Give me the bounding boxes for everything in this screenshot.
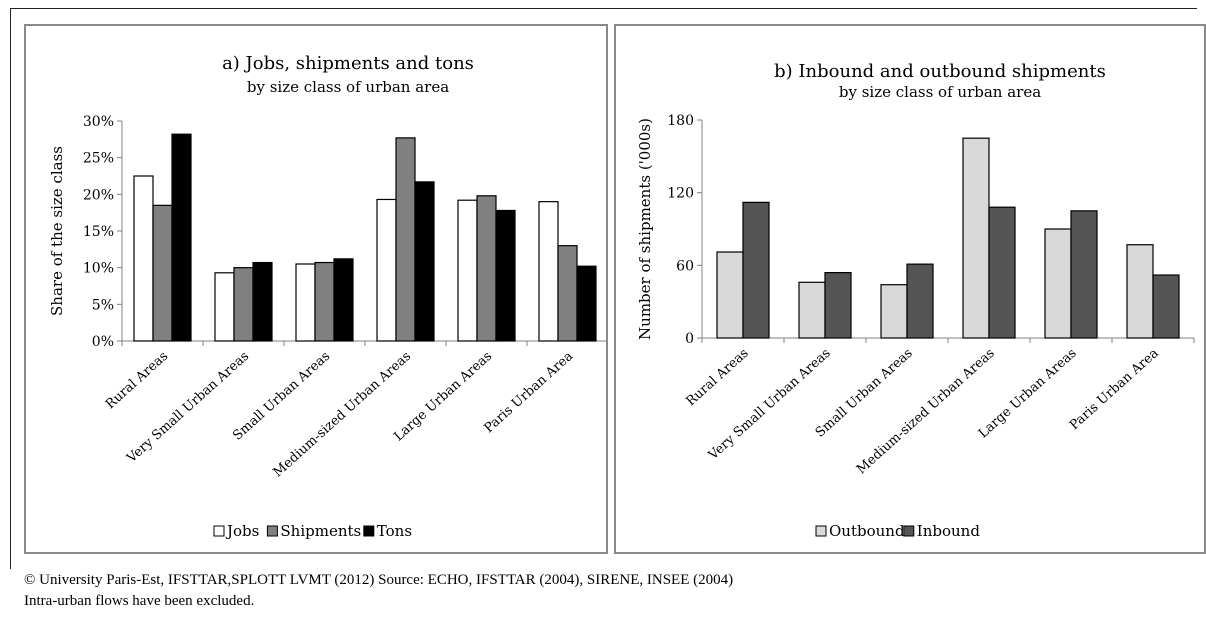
chart-a-legend-label-jobs: Jobs — [225, 522, 259, 540]
chart-panel-a: a) Jobs, shipments and tons by size class… — [24, 24, 609, 554]
figure-frame — [10, 8, 1197, 569]
chart-b-bar-inbound — [742, 201, 770, 339]
chart-a-legend-label-tons: Tons — [377, 522, 412, 540]
chart-a-bar-jobs — [295, 263, 316, 342]
chart-a-bar-jobs — [538, 201, 559, 342]
chart-b-y-tick-label: 0 — [685, 331, 694, 347]
chart-a-bar-shipments — [395, 137, 416, 342]
chart-b-bar-inbound — [906, 263, 934, 339]
chart-a-bar-shipments — [233, 267, 254, 342]
footer-credit: © University Paris-Est, IFSTTAR,SPLOTT L… — [24, 572, 734, 588]
chart-b-legend-swatch-outbound — [815, 525, 827, 537]
chart-a-bar-jobs — [214, 272, 235, 342]
chart-a-x-tick-label: Paris Urban Area — [482, 349, 577, 437]
chart-a-x-tick-label: Medium-sized Urban Areas — [270, 349, 414, 481]
chart-a-y-tick-label: 30% — [83, 114, 114, 130]
chart-a-legend-swatch-tons — [363, 525, 375, 537]
chart-b-bar-inbound — [1070, 210, 1098, 339]
chart-a-bar-tons — [414, 181, 435, 342]
chart-b-bar-inbound — [988, 206, 1016, 339]
chart-b-bar-outbound — [798, 281, 826, 339]
chart-a-svg: a) Jobs, shipments and tons by size class… — [48, 53, 609, 540]
chart-b-bar-outbound — [716, 251, 744, 339]
chart-b-x-tick-label: Rural Areas — [684, 346, 752, 409]
chart-b-bar-outbound — [962, 137, 990, 339]
footer-note: Intra-urban flows have been excluded. — [24, 593, 255, 609]
chart-a-legend-swatch-jobs — [213, 525, 225, 537]
chart-b-bar-inbound — [824, 272, 852, 339]
chart-a-y-tick-label: 10% — [83, 261, 114, 277]
chart-a-legend-swatch-shipments — [266, 525, 278, 537]
chart-a-y-tick-label: 5% — [92, 297, 114, 313]
chart-a-y-tick-label: 25% — [83, 151, 114, 167]
chart-a-subtitle: by size class of urban area — [247, 78, 449, 96]
chart-b-y-tick-label: 180 — [667, 113, 694, 129]
chart-b-y-tick-label: 120 — [667, 186, 694, 202]
chart-a-bar-tons — [576, 265, 597, 342]
chart-a-bar-jobs — [133, 175, 154, 342]
chart-a-bar-jobs — [457, 199, 478, 342]
chart-b-legend-swatch-inbound — [903, 525, 915, 537]
chart-a-bar-shipments — [476, 195, 497, 342]
chart-b-bar-outbound — [1126, 244, 1154, 339]
chart-a-bar-tons — [495, 209, 516, 342]
chart-a-bar-shipments — [557, 245, 578, 342]
chart-a-y-tick-label: 0% — [92, 334, 114, 350]
chart-a-bar-jobs — [376, 198, 397, 342]
chart-panel-b: b) Inbound and outbound shipments by size… — [614, 24, 1206, 554]
chart-b-y-axis-label: Number of shipments ('000s) — [636, 118, 654, 340]
chart-a-bar-tons — [171, 133, 192, 342]
chart-b-bar-outbound — [880, 284, 908, 339]
chart-a-x-tick-label: Rural Areas — [103, 349, 171, 412]
chart-b-x-tick-label: Paris Urban Area — [1067, 346, 1162, 434]
chart-a-title: a) Jobs, shipments and tons — [222, 53, 474, 74]
chart-b-bar-inbound — [1152, 274, 1180, 339]
chart-b-legend-label-inbound: Inbound — [917, 522, 981, 540]
chart-a-bar-shipments — [152, 204, 173, 342]
chart-b-bar-outbound — [1044, 228, 1072, 339]
chart-a-bar-shipments — [314, 261, 335, 342]
chart-a-y-tick-label: 15% — [83, 224, 114, 240]
chart-b-title: b) Inbound and outbound shipments — [774, 61, 1106, 82]
chart-b-legend-label-outbound: Outbound — [829, 522, 905, 540]
chart-a-y-axis-label: Share of the size class — [48, 146, 66, 316]
chart-a-bar-tons — [333, 258, 354, 342]
chart-b-x-tick-label: Medium-sized Urban Areas — [854, 346, 998, 478]
chart-b-subtitle: by size class of urban area — [839, 83, 1041, 101]
chart-a-bar-tons — [252, 261, 273, 342]
chart-b-y-tick-label: 60 — [676, 258, 694, 274]
chart-a-legend-label-shipments: Shipments — [280, 522, 361, 540]
chart-a-y-tick-label: 20% — [83, 187, 114, 203]
